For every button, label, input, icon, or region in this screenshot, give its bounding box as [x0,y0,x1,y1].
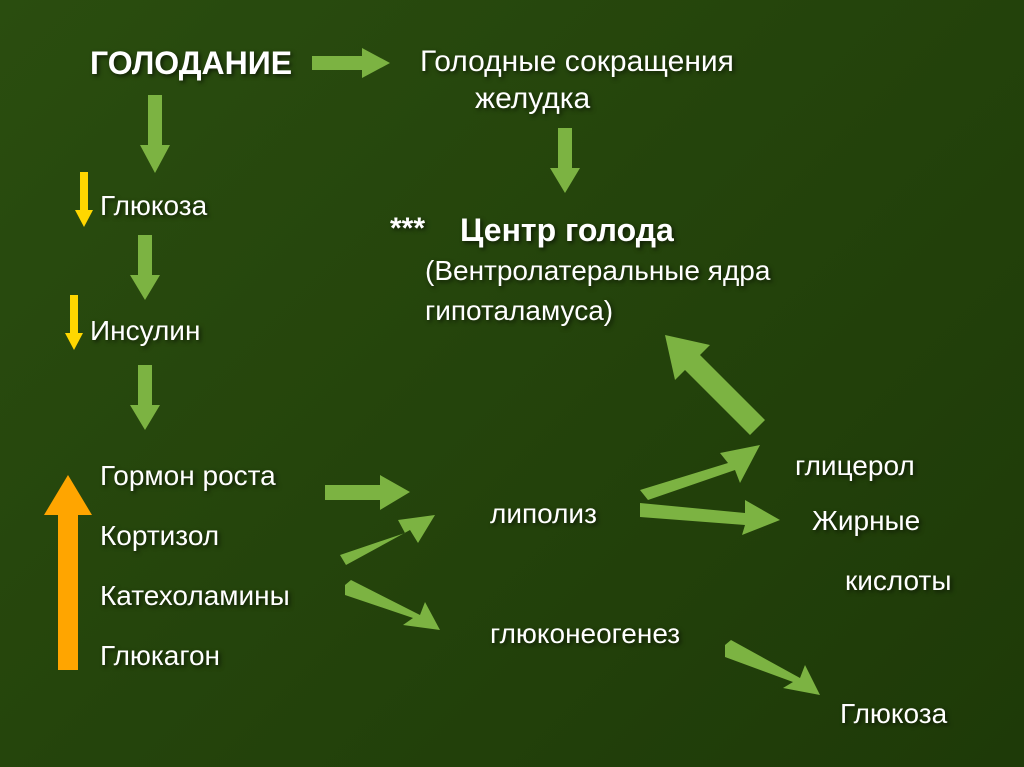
node-glucagon: Глюкагон [100,640,220,672]
node-stomach: желудка [475,82,590,116]
arrow-hormones-to-lipolysis-1 [325,475,410,510]
arrow-insulin-decrease [65,295,83,350]
arrow-starvation-to-contractions [312,48,390,78]
node-cortisol: Кортизол [100,520,219,552]
arrow-lipolysis-to-glycerol [640,445,760,500]
node-hunger-sub2: гипоталамуса) [425,295,613,327]
node-acids: кислоты [845,565,951,597]
arrow-contractions-to-center [550,128,580,193]
arrow-glycerol-to-center [665,335,765,435]
node-lipolysis: липолиз [490,498,597,530]
node-glucose-1: Глюкоза [100,190,207,222]
node-catecholamines: Катехоламины [100,580,290,612]
arrow-lipolysis-to-fatty [640,495,780,535]
arrow-glucose-decrease [75,172,93,227]
node-growth-hormone: Гормон роста [100,460,276,492]
node-fatty: Жирные [812,505,920,537]
arrow-starvation-to-glucose [140,95,170,173]
node-hunger-contractions: Голодные сокращения [420,45,734,79]
arrow-glucose-to-insulin [130,235,160,300]
node-hunger-stars: *** [390,212,425,246]
arrow-hormones-increase [44,475,92,670]
node-starvation: ГОЛОДАНИЕ [90,45,292,82]
arrow-hormones-to-lipolysis-2 [340,515,435,565]
node-glucose-2: Глюкоза [840,698,947,730]
node-gluconeogenesis: глюконеогенез [490,618,680,650]
arrow-gluconeogenesis-to-glucose [725,640,820,695]
node-hunger-center: Центр голода [460,212,674,249]
arrow-insulin-to-hormones [130,365,160,430]
arrow-hormones-to-gluconeogenesis [345,580,440,630]
node-hunger-sub1: (Вентролатеральные ядра [425,255,770,287]
node-insulin: Инсулин [90,315,200,347]
node-glycerol: глицерол [795,450,915,482]
